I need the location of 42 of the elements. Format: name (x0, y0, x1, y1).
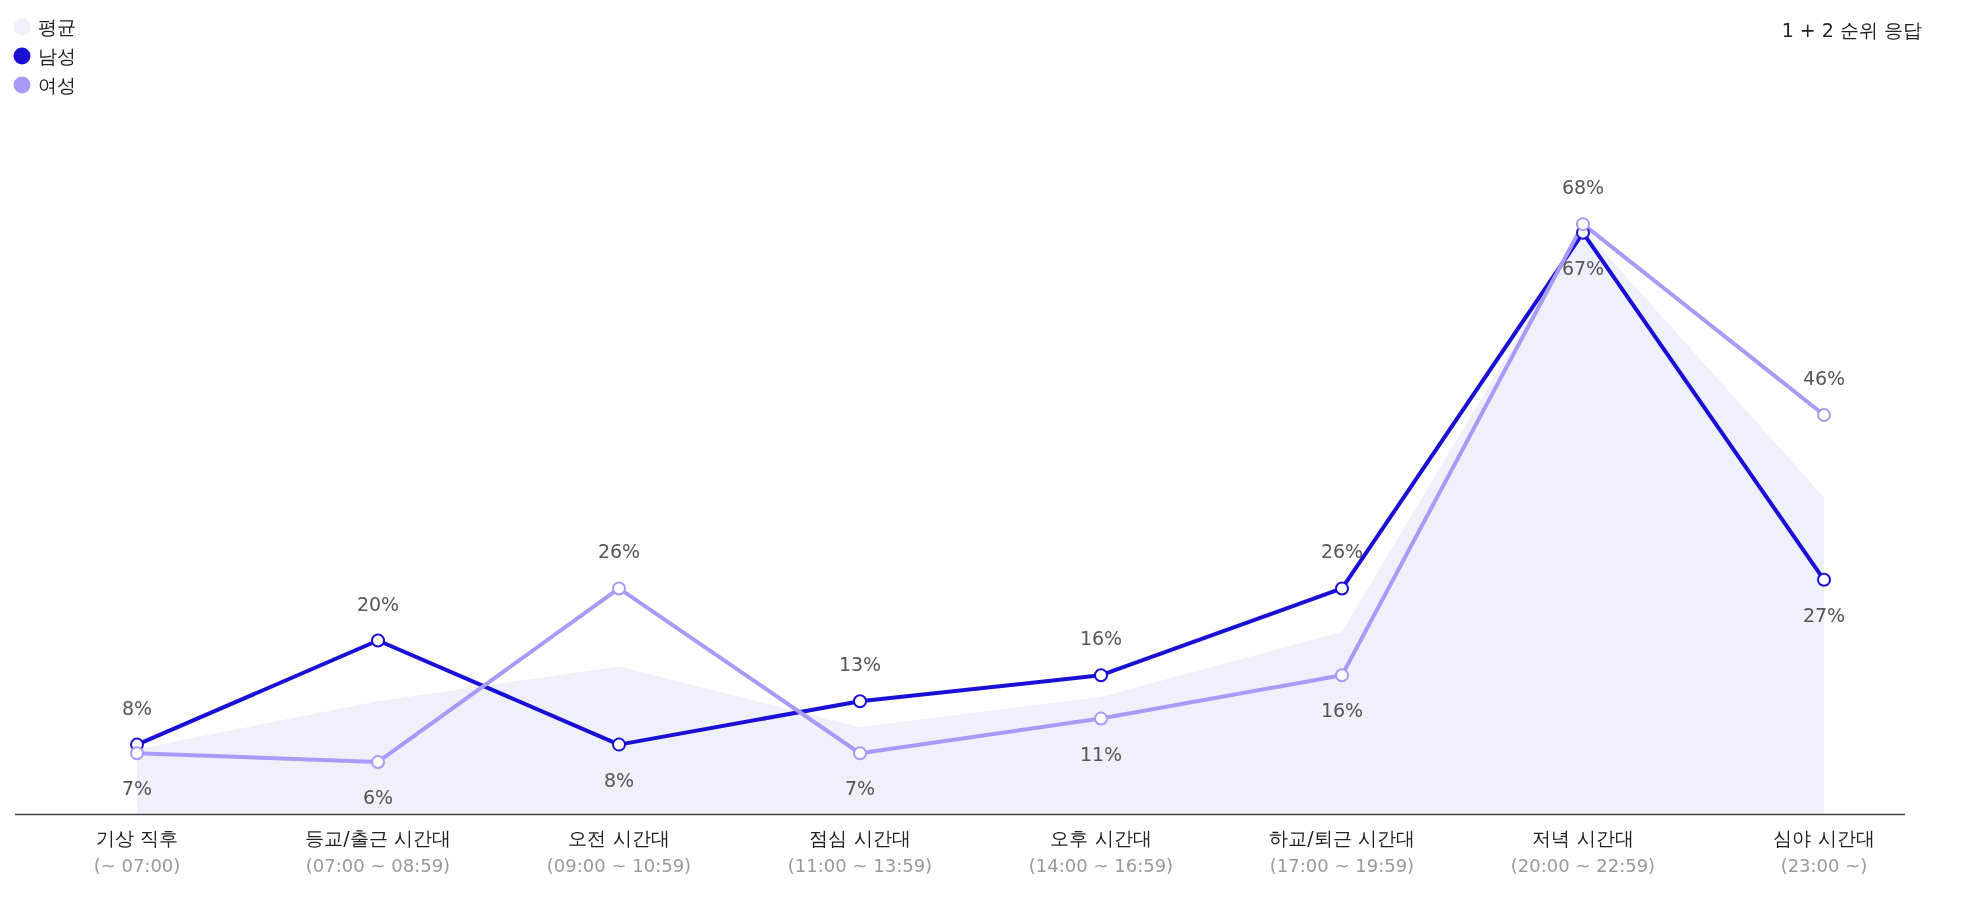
point (612, 737, 626, 752)
point (612, 581, 626, 596)
legend-label: 평균 (38, 16, 76, 38)
data-label: 46% (1802, 366, 1846, 389)
data-label: 7% (121, 777, 153, 800)
x-tick-label: 점심 시간대 (11:00 ~ 13:59) (787, 827, 933, 876)
point (1817, 407, 1831, 422)
x-tick-label: 오전 시간대 (09:00 ~ 10:59) (546, 827, 692, 876)
x-tick-label: 오후 시간대 (14:00 ~ 16:59) (1028, 827, 1174, 876)
point (853, 694, 867, 709)
x-tick-label: 하교/퇴근 시간대 (17:00 ~ 19:59) (1269, 827, 1415, 876)
data-label: 8% (603, 768, 635, 791)
point (371, 754, 385, 769)
text: 1 + 2 순위 응답 (1781, 19, 1922, 41)
point (130, 746, 144, 761)
data-label: 16% (1320, 699, 1364, 722)
point (371, 633, 385, 648)
data-label: 26% (1320, 540, 1364, 563)
data-label: 27% (1802, 603, 1846, 626)
point (1094, 668, 1108, 683)
point (1094, 711, 1108, 726)
data-label: 16% (1079, 627, 1123, 650)
data-label: 26% (597, 540, 641, 563)
data-label: 68% (1561, 176, 1605, 199)
data-label: 13% (838, 653, 882, 676)
point (1335, 668, 1349, 683)
x-tick-label: 등교/출근 시간대 (07:00 ~ 08:59) (305, 827, 451, 876)
point (853, 746, 867, 761)
point (1335, 581, 1349, 596)
point (1817, 572, 1831, 587)
data-label: 6% (362, 785, 394, 808)
data-label: 11% (1079, 742, 1123, 765)
data-label: 20% (356, 592, 400, 615)
point (1576, 217, 1590, 232)
data-label: 7% (844, 777, 876, 800)
x-tick-label: 심야 시간대 (23:00 ~) (1773, 827, 1875, 876)
legend-label: 남성 (38, 45, 76, 67)
x-tick-label: 저녁 시간대 (20:00 ~ 22:59) (1510, 827, 1656, 876)
data-label: 8% (121, 696, 153, 719)
legend-label: 여성 (38, 74, 76, 96)
x-tick-label: 기상 직후 (~ 07:00) (93, 827, 181, 876)
data-label: 67% (1561, 256, 1605, 279)
